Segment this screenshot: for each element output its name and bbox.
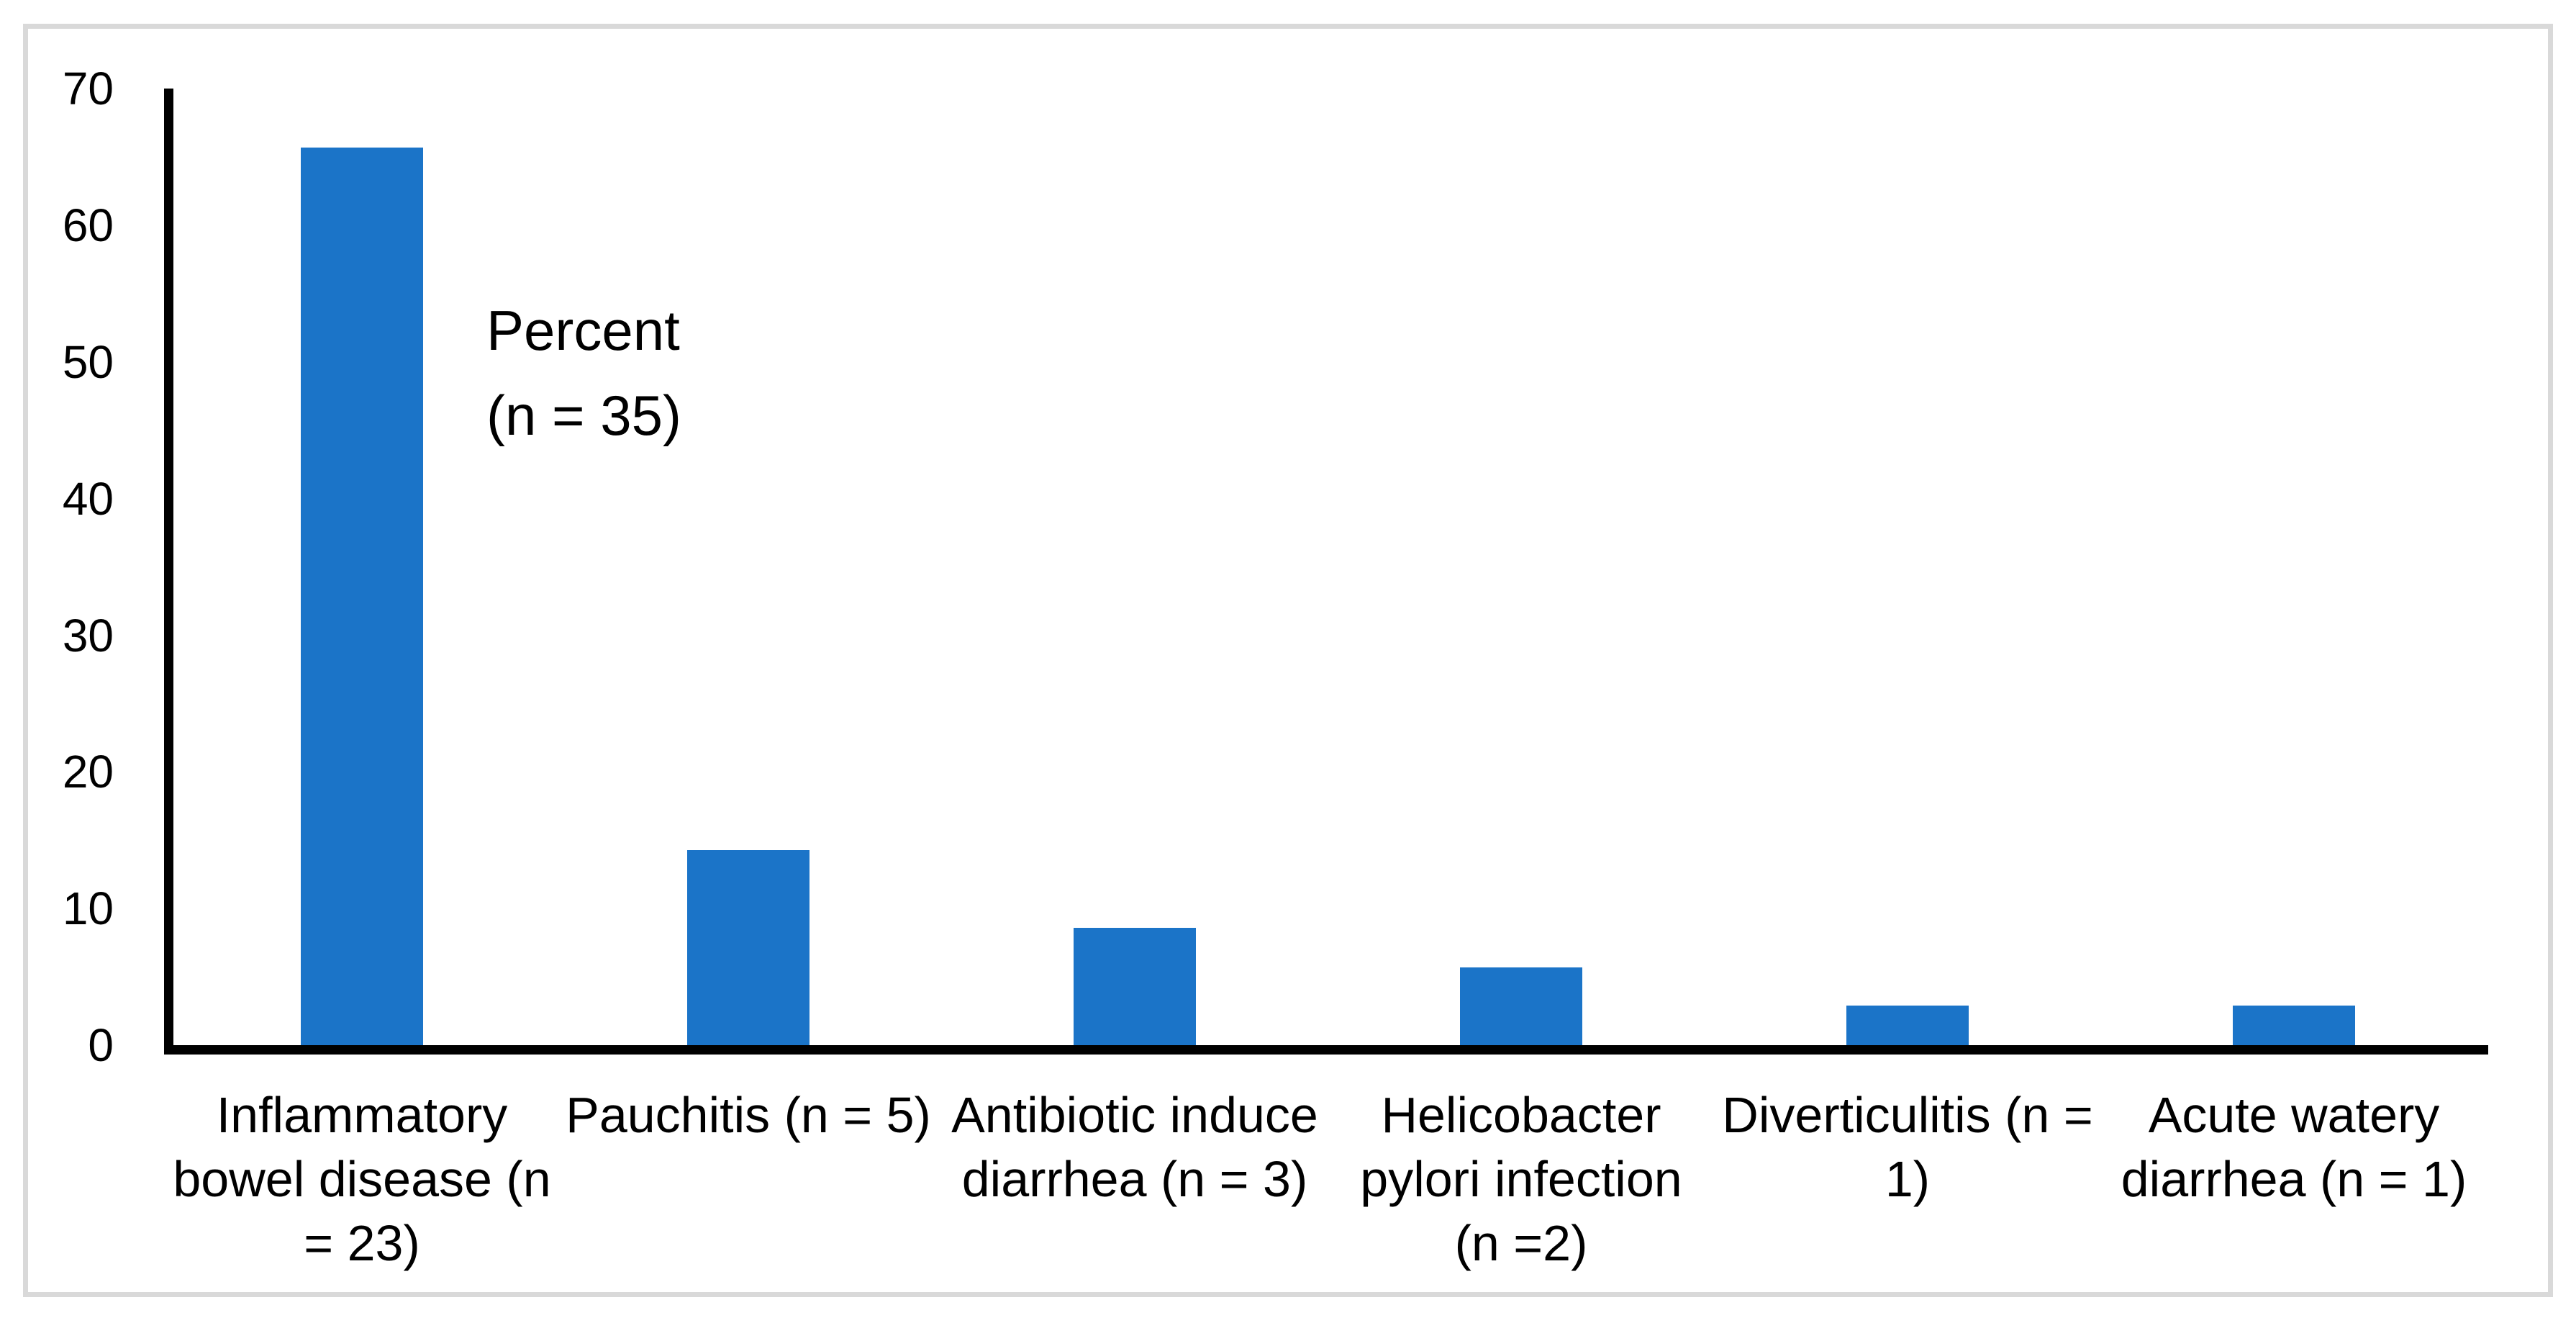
y-tick-label-50: 50 bbox=[62, 336, 114, 388]
x-category-label-2: Pauchitis (n = 5) bbox=[566, 1087, 931, 1143]
y-tick-label-0: 0 bbox=[88, 1019, 114, 1071]
bar-4 bbox=[1460, 967, 1582, 1045]
bar-1 bbox=[301, 148, 423, 1045]
y-tick-label-20: 20 bbox=[62, 746, 114, 798]
x-category-label-5: Diverticulitis (n = 1) bbox=[1722, 1087, 2093, 1207]
bar-5 bbox=[1846, 1006, 1969, 1045]
y-tick-label-30: 30 bbox=[62, 610, 114, 662]
y-tick-label-60: 60 bbox=[62, 199, 114, 251]
x-category-label-4: Helicobacter pylori infection (n =2) bbox=[1360, 1087, 1682, 1271]
x-category-label-6: Acute watery diarrhea (n = 1) bbox=[2121, 1087, 2467, 1207]
y-tick-label-10: 10 bbox=[62, 882, 114, 934]
chart-annotation: Percent (n = 35) bbox=[486, 299, 681, 447]
y-tick-label-40: 40 bbox=[62, 473, 114, 525]
bar-3 bbox=[1074, 928, 1196, 1045]
bar-6 bbox=[2233, 1006, 2355, 1045]
chart-border-frame bbox=[23, 24, 2553, 1297]
x-category-label-1: Inflammatory bowel disease (n = 23) bbox=[173, 1087, 551, 1271]
y-axis-line bbox=[164, 89, 173, 1055]
y-tick-label-70: 70 bbox=[62, 63, 114, 114]
bar-2 bbox=[687, 850, 809, 1045]
x-category-label-3: Antibiotic induce diarrhea (n = 3) bbox=[951, 1087, 1318, 1207]
x-axis-line bbox=[164, 1045, 2488, 1055]
